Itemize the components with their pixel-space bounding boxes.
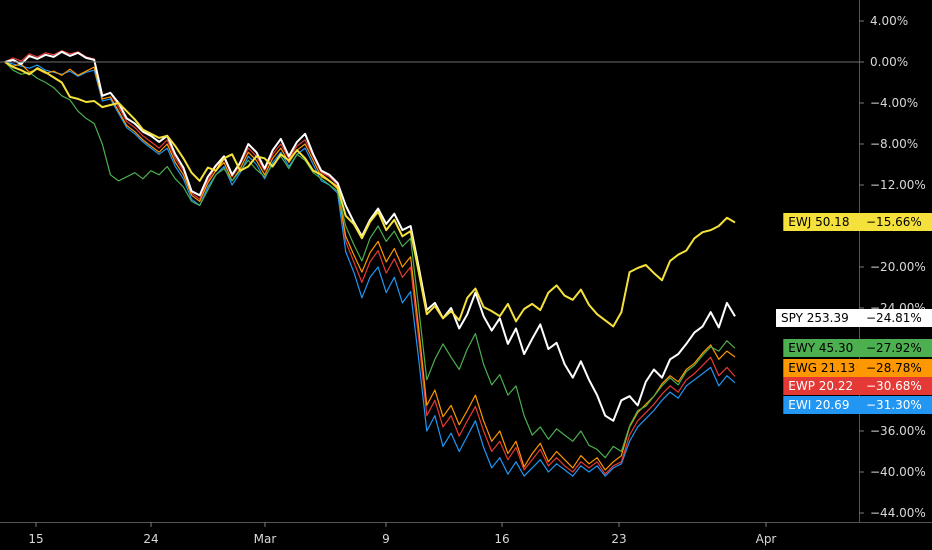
badge-change-bg (859, 377, 932, 395)
x-tick-label: 15 (28, 532, 43, 546)
x-tick-label: 23 (611, 532, 626, 546)
time-axis[interactable]: 15 24 Mar 9 16 23 Apr (28, 522, 776, 546)
badge-change-bg (859, 309, 932, 327)
badge-ewy: EWY 45.30 −27.92% (783, 339, 932, 357)
badge-ewg: EWG 21.13 −28.78% (783, 359, 932, 377)
badge-change: −24.81% (866, 311, 922, 325)
badge-change-bg (859, 359, 932, 377)
series-line-ewg (4, 61, 736, 471)
series-line-ewi (4, 61, 736, 477)
badge-label-bg (783, 213, 859, 231)
series-line-ewj (4, 61, 736, 328)
badge-ewi: EWI 20.69 −31.30% (783, 396, 932, 414)
x-tick-label: 9 (382, 532, 390, 546)
badge-ewj: EWJ 50.18 −15.66% (783, 213, 932, 231)
badge-change: −28.78% (866, 361, 922, 375)
badge-symbol-price: EWJ 50.18 (788, 215, 849, 229)
series-line-spy (4, 50, 736, 422)
x-tick-label: Apr (756, 532, 777, 546)
badge-change-bg (859, 213, 932, 231)
badge-symbol-price: EWG 21.13 (788, 361, 855, 375)
badge-symbol-price: EWY 45.30 (788, 341, 853, 355)
badge-change: −30.68% (866, 379, 922, 393)
series-line-ewp (4, 50, 736, 475)
badge-label-bg (783, 359, 859, 377)
badge-label-bg (783, 339, 859, 357)
badge-label-bg (776, 309, 859, 327)
badge-symbol-price: SPY 253.39 (781, 311, 849, 325)
y-tick-label: 0.00% (870, 55, 908, 69)
badge-symbol-price: EWI 20.69 (788, 398, 849, 412)
y-tick-label: −20.00% (870, 260, 926, 274)
badge-change-bg (859, 339, 932, 357)
series-layer (4, 50, 736, 477)
last-value-badges: EWJ 50.18 −15.66% SPY 253.39 −24.81% EWY 45.… (776, 213, 932, 414)
y-tick-label: 4.00% (870, 14, 908, 28)
x-tick-label: Mar (254, 532, 277, 546)
y-tick-label: −12.00% (870, 178, 926, 192)
badge-label-bg (783, 396, 859, 414)
badge-spy: SPY 253.39 −24.81% (776, 309, 932, 327)
y-tick-label: −36.00% (870, 424, 926, 438)
y-tick-label: −44.00% (870, 506, 926, 520)
x-tick-label: 16 (494, 532, 509, 546)
y-tick-label: −4.00% (870, 96, 918, 110)
badge-change-bg (859, 396, 932, 414)
series-line-ewy (4, 61, 736, 459)
badge-ewp: EWP 20.22 −30.68% (783, 377, 932, 395)
y-tick-label: −40.00% (870, 465, 926, 479)
badge-symbol-price: EWP 20.22 (788, 379, 853, 393)
badge-change: −27.92% (866, 341, 922, 355)
x-tick-label: 24 (143, 532, 158, 546)
badge-change: −15.66% (866, 215, 922, 229)
badge-change: −31.30% (866, 398, 922, 412)
y-tick-label: −8.00% (870, 137, 918, 151)
badge-label-bg (783, 377, 859, 395)
